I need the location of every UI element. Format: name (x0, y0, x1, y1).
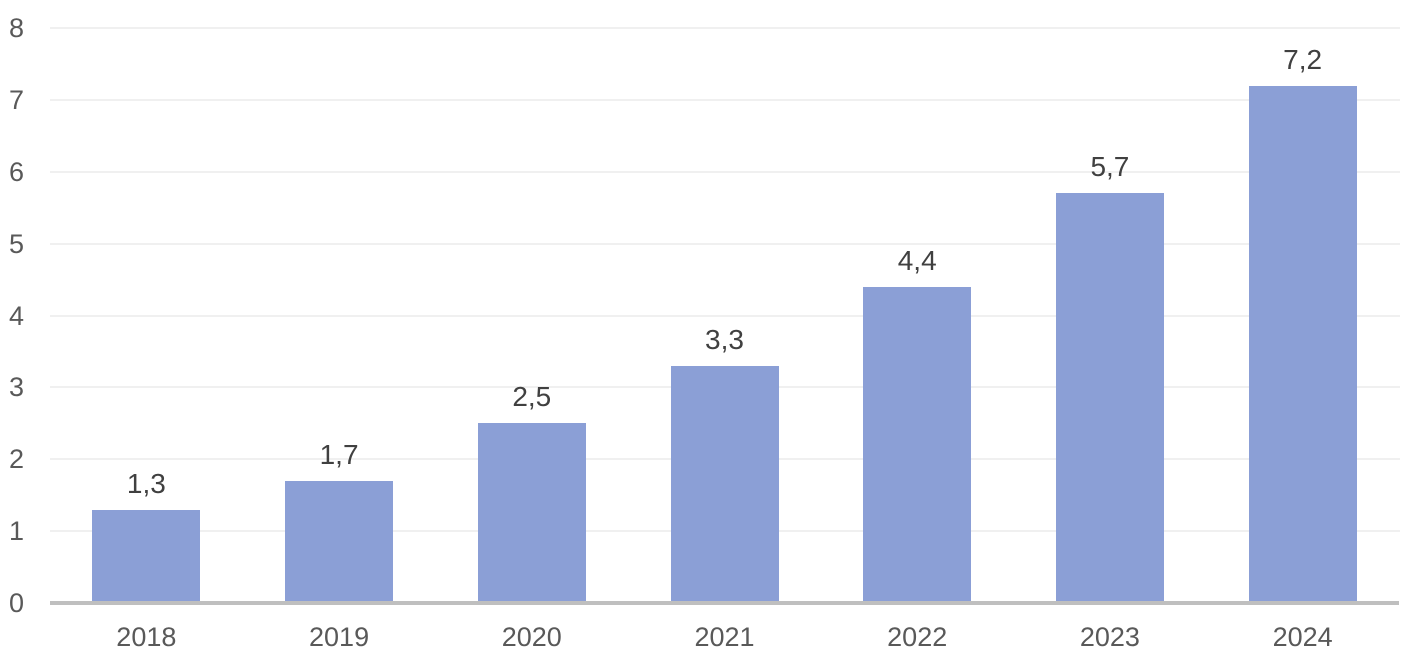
y-tick-label-1: 1 (9, 516, 25, 547)
bar-2024 (1248, 85, 1357, 603)
gridline-y5 (50, 242, 1400, 245)
bar-2020 (477, 423, 586, 603)
y-tick-label-2: 2 (9, 444, 25, 475)
x-tick-label-2019: 2019 (309, 622, 370, 652)
y-tick-label-0: 0 (9, 588, 25, 618)
x-tick-label-2020: 2020 (501, 622, 562, 652)
x-tick-label-2018: 2018 (116, 622, 177, 652)
data-label-2018: 1,3 (126, 467, 166, 499)
bar-2023 (1055, 193, 1164, 603)
y-tick-label-4: 4 (9, 300, 25, 331)
data-label-2022: 4,4 (897, 244, 937, 276)
y-tick-label-3: 3 (9, 372, 25, 403)
data-label-2020: 2,5 (512, 381, 552, 413)
bar-2019 (285, 480, 394, 603)
x-tick-label-2024: 2024 (1272, 622, 1333, 652)
data-label-2024: 7,2 (1283, 43, 1323, 75)
bar-2018 (92, 509, 201, 603)
y-tick-label-5: 5 (9, 228, 25, 259)
y-tick-label-6: 6 (9, 156, 25, 187)
bar-2022 (863, 286, 972, 603)
gridline-y8 (50, 27, 1400, 29)
data-label-2021: 3,3 (705, 323, 744, 355)
gridline-y7 (50, 98, 1400, 101)
gridline-y4 (50, 314, 1400, 317)
x-tick-label-2023: 2023 (1079, 622, 1140, 652)
data-label-2023: 5,7 (1090, 151, 1130, 183)
bar-2021 (670, 365, 779, 603)
x-tick-label-2021: 2021 (694, 622, 755, 652)
x-tick-label-2022: 2022 (887, 622, 948, 652)
gridline-y6 (50, 170, 1400, 173)
x-axis-line (50, 601, 1399, 605)
data-label-2019: 1,7 (319, 438, 359, 470)
y-tick-label-8: 8 (9, 13, 25, 43)
y-tick-label-7: 7 (9, 84, 25, 115)
